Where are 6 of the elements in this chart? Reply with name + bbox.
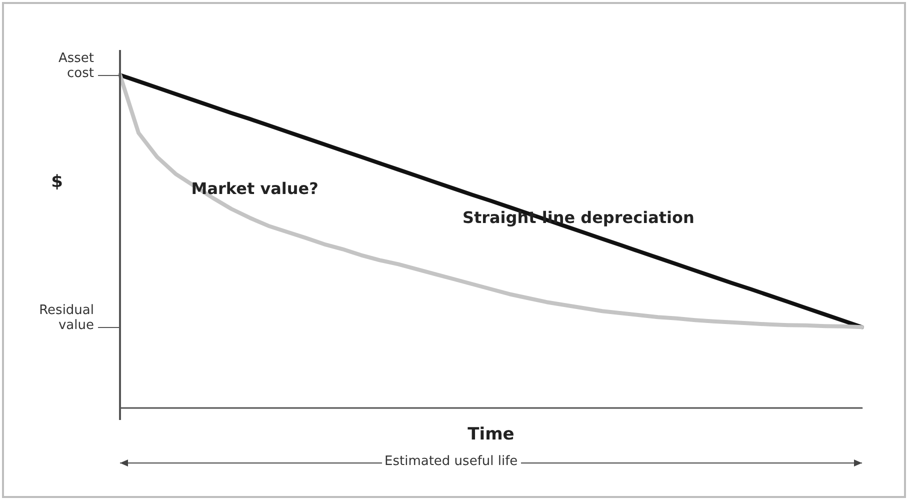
text: Asset cost <box>57 51 94 81</box>
y-axis-title: $ <box>50 172 64 192</box>
text: Residual value <box>38 303 94 334</box>
series-label: Market value? <box>191 178 318 198</box>
x-axis-title: Time <box>468 424 514 444</box>
text: Estimated useful life <box>382 454 521 469</box>
